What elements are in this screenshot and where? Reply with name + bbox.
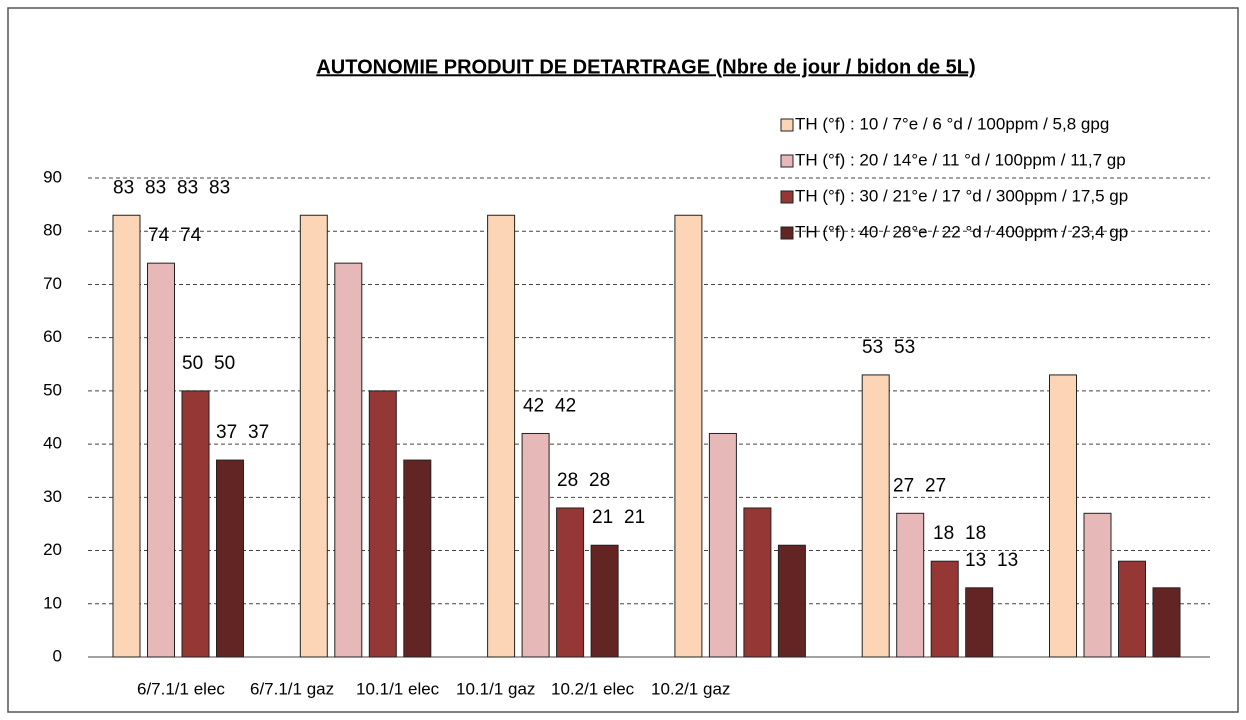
bar bbox=[181, 390, 210, 658]
data-label: 37 bbox=[248, 422, 269, 443]
data-label: 50 bbox=[214, 353, 235, 374]
data-label: 53 bbox=[894, 337, 915, 358]
y-tick-label: 80 bbox=[43, 221, 62, 240]
data-label: 74 bbox=[180, 225, 202, 246]
bar bbox=[896, 512, 925, 658]
data-label: 27 bbox=[925, 475, 946, 496]
legend-swatch bbox=[780, 118, 794, 132]
legend-swatch bbox=[780, 226, 794, 240]
data-label: 28 bbox=[589, 470, 610, 491]
bar bbox=[1152, 587, 1181, 658]
x-tick-label: 10.1/1 elec bbox=[356, 679, 440, 698]
bar bbox=[487, 214, 516, 658]
bar bbox=[521, 432, 550, 658]
data-label: 28 bbox=[557, 470, 578, 491]
legend-label: TH (°f) : 10 / 7°e / 6 °d / 100ppm / 5,8… bbox=[795, 114, 1109, 133]
data-label: 50 bbox=[182, 353, 203, 374]
data-label: 83 bbox=[209, 177, 230, 198]
data-label: 83 bbox=[113, 177, 134, 198]
y-tick-label: 60 bbox=[43, 327, 62, 346]
bar bbox=[403, 459, 432, 658]
x-tick-label: 10.2/1 gaz bbox=[651, 679, 730, 698]
bar bbox=[299, 214, 328, 658]
bar bbox=[216, 459, 244, 658]
data-label: 37 bbox=[216, 422, 237, 443]
bar bbox=[930, 560, 959, 658]
x-tick-label: 10.1/1 gaz bbox=[456, 679, 535, 698]
data-label: 83 bbox=[145, 177, 166, 198]
y-tick-label: 40 bbox=[43, 434, 62, 453]
bar bbox=[743, 507, 772, 658]
data-label: 27 bbox=[893, 475, 914, 496]
data-label: 42 bbox=[523, 395, 544, 416]
data-label: 21 bbox=[624, 507, 645, 528]
bar bbox=[708, 432, 737, 658]
bar bbox=[861, 374, 890, 658]
frame bbox=[7, 7, 1239, 713]
data-label: 18 bbox=[933, 523, 954, 544]
bar bbox=[147, 262, 175, 658]
bar bbox=[777, 544, 806, 658]
y-tick-label: 70 bbox=[43, 274, 62, 293]
data-label: 18 bbox=[965, 523, 986, 544]
bar bbox=[368, 390, 397, 658]
x-tick-label: 10.2/1 elec bbox=[551, 679, 635, 698]
y-tick-label: 0 bbox=[53, 646, 62, 665]
bar bbox=[556, 507, 585, 658]
legend-swatch bbox=[780, 190, 794, 204]
data-label: 13 bbox=[997, 550, 1018, 571]
x-tick-label: 6/7.1/1 elec bbox=[137, 679, 225, 698]
y-tick-label: 10 bbox=[43, 593, 62, 612]
y-tick-label: 20 bbox=[43, 540, 62, 559]
data-label: 74 bbox=[148, 225, 170, 246]
bar bbox=[674, 214, 703, 658]
legend-swatch bbox=[780, 154, 794, 168]
legend-label: TH (°f) : 30 / 21°e / 17 °d / 300ppm / 1… bbox=[795, 186, 1128, 205]
data-label: 13 bbox=[965, 550, 986, 571]
data-label: 42 bbox=[555, 395, 576, 416]
legend-label: TH (°f) : 20 / 14°e / 11 °d / 100ppm / 1… bbox=[795, 150, 1126, 169]
data-label: 83 bbox=[177, 177, 198, 198]
chart-title: AUTONOMIE PRODUIT DE DETARTRAGE (Nbre de… bbox=[316, 56, 975, 78]
bar bbox=[590, 544, 619, 658]
bar bbox=[112, 214, 141, 658]
bar bbox=[1118, 560, 1146, 658]
legend-label: TH (°f) : 40 / 28°e / 22 °d / 400ppm / 2… bbox=[795, 222, 1128, 241]
bar bbox=[965, 587, 994, 658]
data-label: 21 bbox=[592, 507, 613, 528]
bar bbox=[1083, 512, 1112, 658]
y-tick-label: 50 bbox=[43, 380, 62, 399]
data-label: 53 bbox=[862, 337, 883, 358]
bar bbox=[334, 262, 363, 658]
bar bbox=[1049, 374, 1077, 658]
x-tick-label: 6/7.1/1 gaz bbox=[250, 679, 334, 698]
y-tick-label: 30 bbox=[43, 487, 62, 506]
y-tick-label: 90 bbox=[43, 167, 62, 186]
